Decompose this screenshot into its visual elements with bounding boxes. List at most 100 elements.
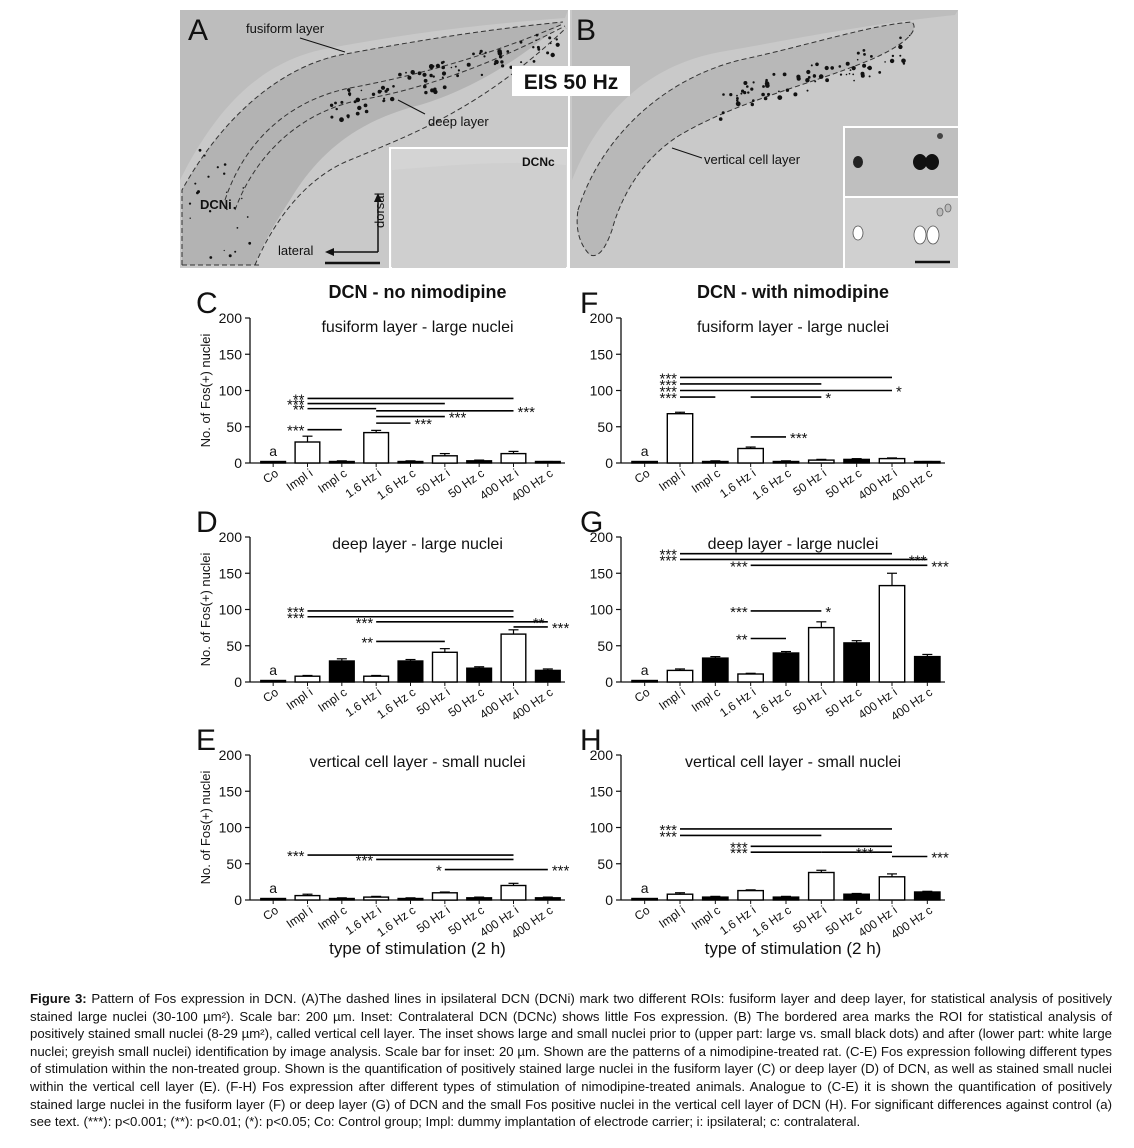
chart-title: fusiform layer - large nuclei [321,319,513,336]
nucleus-dot [735,101,741,107]
significance-label: *** [659,377,677,394]
nucleus-dot [430,88,435,93]
x-tick-label: 1.6 Hz c [374,685,418,722]
nucleus-dot [785,88,790,92]
bar-2 [328,660,355,683]
nucleus-dot [506,50,510,53]
chart-heading: DCN - with nimodipine [697,282,889,302]
nucleus-dot [830,66,834,70]
bar-5 [807,459,835,464]
nucleus-dot [546,51,550,55]
bar-3 [737,889,765,901]
nucleus-dot [348,94,351,97]
x-tick-label: 50 Hz i [414,685,453,718]
y-tick-label: 50 [597,419,613,435]
panel-letter-c: C [196,287,218,320]
nucleus-dot [901,58,906,64]
charts: C DCN - no nimodipine fusiform layer - lar… [196,282,949,958]
chart-heading: DCN - no nimodipine [329,282,507,302]
nucleus-dot [442,85,447,90]
nucleus-dot [334,101,337,105]
nucleus-dot [500,60,504,64]
nucleus-dot [814,80,817,83]
nucleus-dot [450,66,453,69]
nucleus-dot [209,256,213,259]
nucleus-dot [360,89,363,92]
nucleus-dot [478,52,482,55]
nucleus-dot [743,91,747,95]
nucleus-dot [750,87,754,91]
nucleus-dot [428,64,434,69]
y-axis-label: No. of Fos(+) nuclei [198,552,213,666]
x-tick-label: 1.6 Hz c [750,685,794,722]
control-annotation: a [641,443,649,459]
nucleus-dot [472,52,475,56]
nucleus-dot [532,46,535,49]
bar-2 [328,897,355,901]
y-axis-label: No. of Fos(+) nuclei [198,333,213,447]
panel-a-letter: A [188,14,208,47]
x-axis-label: type of stimulation (2 h) [329,939,506,958]
inset-dcnc-label: DCNc [522,155,555,169]
nucleus-dot [721,111,725,115]
nucleus-dot [216,166,219,169]
control-annotation: a [641,662,649,678]
nucleus-dot [483,55,486,58]
nucleus-dot [377,89,382,94]
nucleus-dot [848,72,851,75]
y-tick-label: 150 [590,346,614,362]
nucleus-dot [382,99,385,103]
y-tick-label: 0 [234,455,242,471]
bar-0 [631,460,659,464]
y-tick-label: 200 [219,529,243,545]
nucleus-dot [818,74,824,79]
significance-label: *** [356,852,374,869]
bar-6 [466,897,493,901]
nucleus-dot [782,72,787,77]
bar-3 [363,431,390,464]
nucleus-dot [203,154,206,157]
significance-label: *** [659,552,677,569]
nucleus-dot [398,72,402,77]
nucleus-dot [845,73,848,76]
nucleus-dot [466,62,471,67]
nucleus-dot [856,58,859,61]
x-tick-label: 50 Hz i [414,466,453,499]
y-tick-label: 0 [234,674,242,690]
significance-label: *** [730,845,748,862]
bar-0 [260,460,287,464]
nucleus-dot [752,99,755,102]
deep-layer-label: deep layer [428,114,489,129]
significance-label: * [436,863,442,880]
x-tick-label: 1.6 Hz c [750,466,794,503]
significance-label: ** [736,632,748,649]
nucleus-dot [380,85,386,90]
nucleus-dot [549,42,552,45]
nucleus-dot [429,73,433,78]
bar-5 [807,626,835,683]
nucleus-dot [740,92,743,95]
x-tick-label: 1.6 Hz c [374,466,418,503]
nucleus-dot [456,74,459,78]
nucleus-dot [752,81,755,84]
significance-label: *** [856,845,874,862]
y-tick-label: 100 [590,602,614,618]
y-tick-label: 50 [597,638,613,654]
lateral-label: lateral [278,243,314,258]
nucleus-dot [807,76,811,79]
nucleus-dot [386,87,390,92]
nucleus-dot [902,62,906,65]
caption-label: Figure 3: [30,991,87,1006]
nucleus-dot [208,210,212,213]
bar-4 [772,460,800,464]
bar-8 [534,897,561,901]
nucleus-dot [868,75,871,78]
x-tick-label: 1.6 Hz c [750,903,794,940]
bar-7 [500,633,527,683]
bar-1 [294,894,321,901]
nucleus-dot [242,187,245,189]
nucleus-dot [422,72,427,77]
panel-letter-d: D [196,506,218,539]
significance-label: * [896,384,902,401]
